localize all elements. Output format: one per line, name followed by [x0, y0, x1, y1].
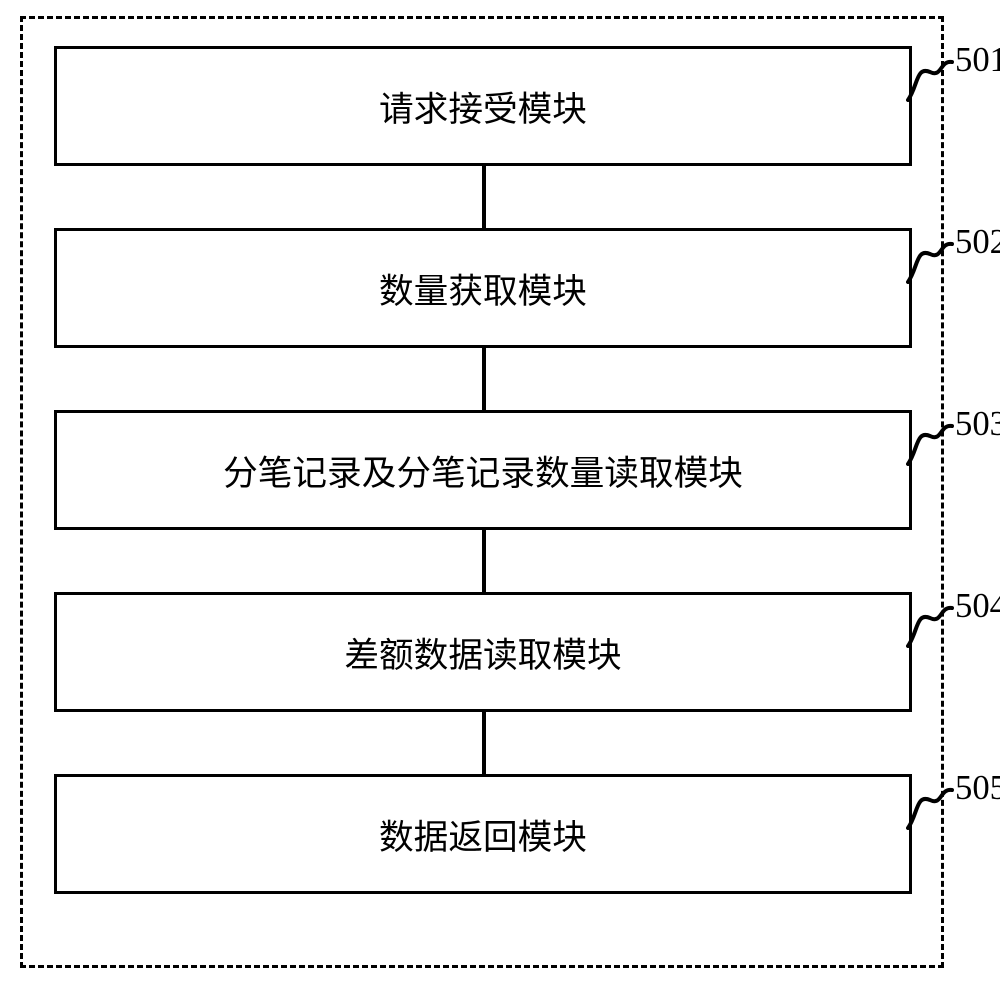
module-box-502: 数量获取模块 [54, 228, 912, 348]
module-box-503: 分笔记录及分笔记录数量读取模块 [54, 410, 912, 530]
diagram-canvas: 请求接受模块 501 数量获取模块 502 分笔记录及分笔记录数量读取模块 503 差额数据… [0, 0, 1000, 984]
module-box-505: 数据返回模块 [54, 774, 912, 894]
ref-label-505: 505 [955, 769, 1000, 808]
callout-curve-503 [906, 422, 954, 466]
ref-label-503: 503 [955, 405, 1000, 444]
module-label: 请求接受模块 [379, 81, 587, 131]
callout-curve-504 [906, 604, 954, 648]
connector-502-503 [482, 348, 486, 410]
callout-curve-502 [906, 240, 954, 284]
ref-label-504: 504 [955, 587, 1000, 626]
module-label: 差额数据读取模块 [344, 627, 621, 677]
connector-503-504 [482, 530, 486, 592]
callout-curve-505 [906, 786, 954, 830]
module-box-501: 请求接受模块 [54, 46, 912, 166]
connector-504-505 [482, 712, 486, 774]
module-box-504: 差额数据读取模块 [54, 592, 912, 712]
module-label: 分笔记录及分笔记录数量读取模块 [223, 445, 743, 495]
connector-501-502 [482, 166, 486, 228]
ref-label-501: 501 [955, 41, 1000, 80]
module-label: 数据返回模块 [379, 809, 587, 859]
callout-curve-501 [906, 58, 954, 102]
module-label: 数量获取模块 [379, 263, 587, 313]
ref-label-502: 502 [955, 223, 1000, 262]
